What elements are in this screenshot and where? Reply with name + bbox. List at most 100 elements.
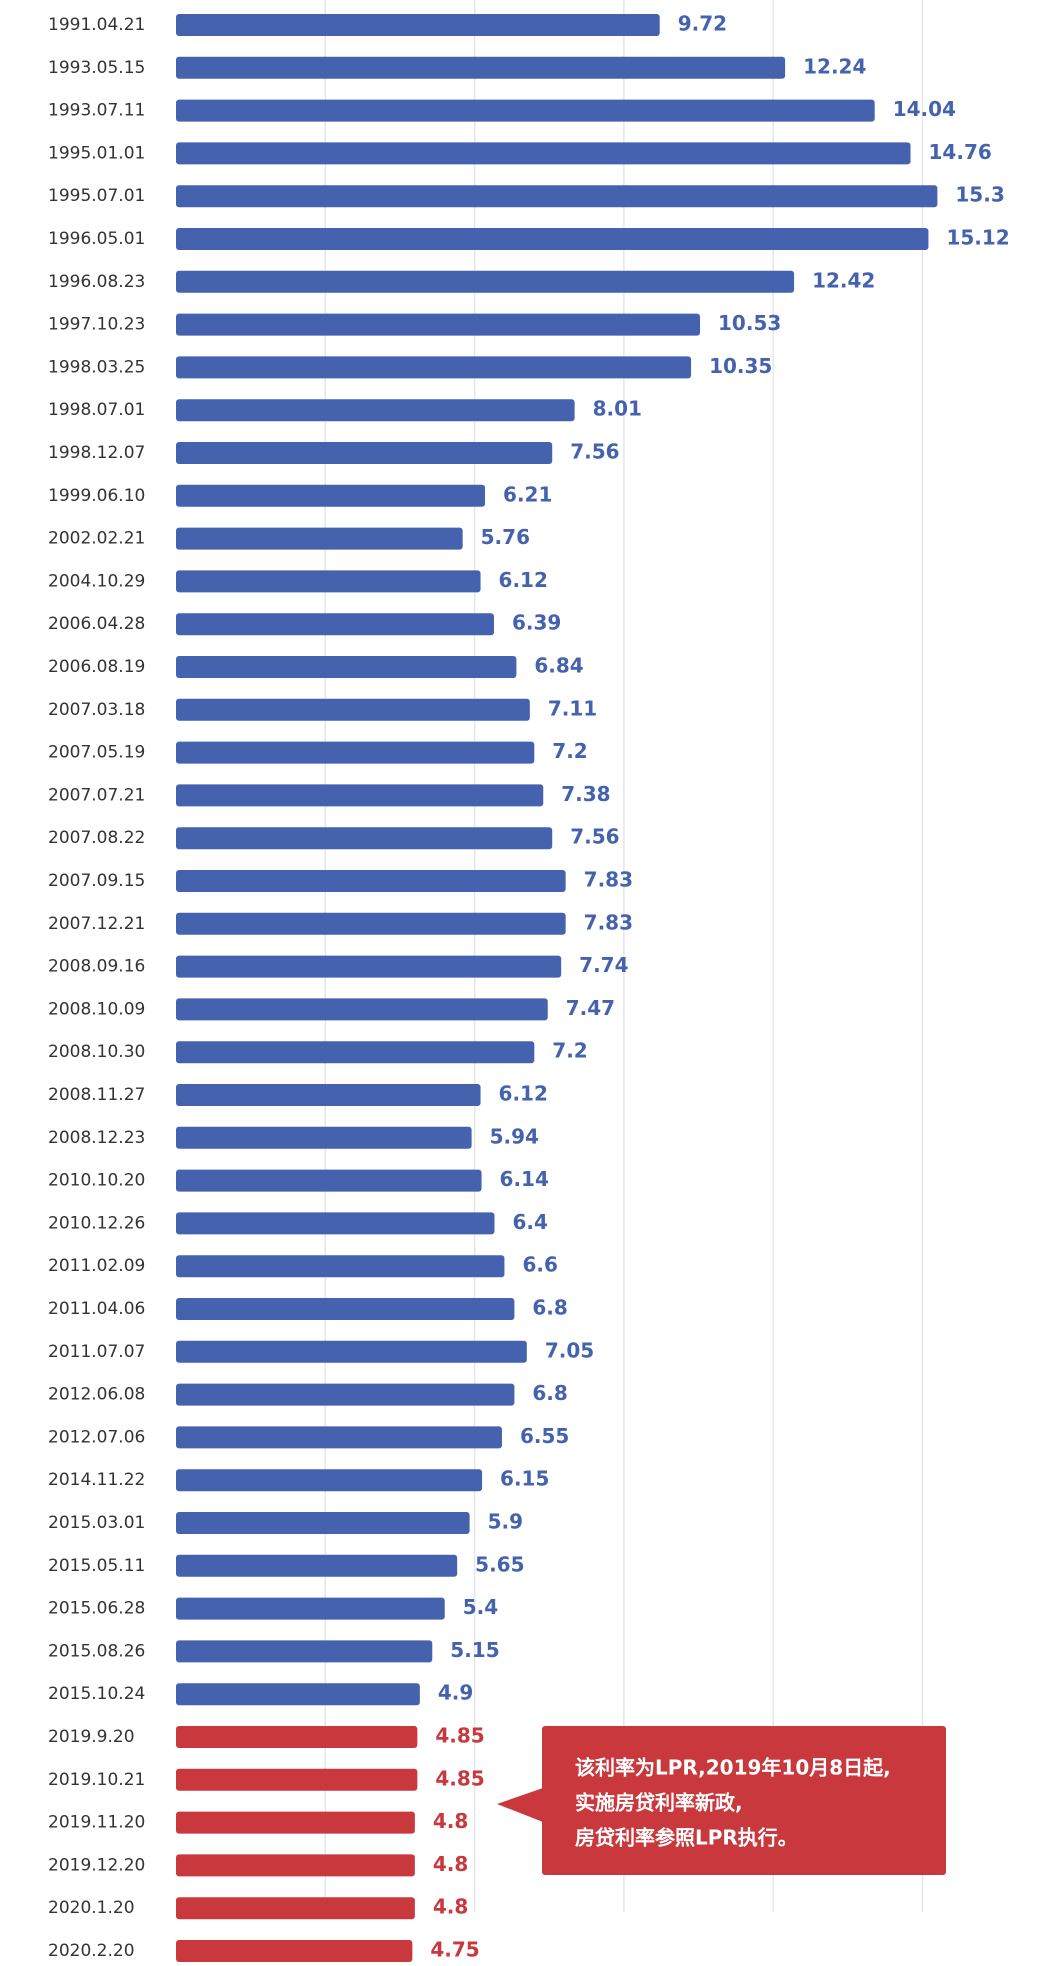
category-label: 1995.07.01 <box>48 186 145 206</box>
bar <box>176 1683 420 1706</box>
bar <box>176 270 795 293</box>
bar <box>176 442 553 464</box>
value-label: 6.39 <box>512 611 561 635</box>
value-label: 6.84 <box>534 654 583 678</box>
value-label: 6.15 <box>500 1467 549 1491</box>
category-label: 1995.01.01 <box>48 143 145 163</box>
value-label: 6.21 <box>503 482 552 506</box>
value-label: 6.8 <box>532 1296 567 1320</box>
category-label: 2020.1.20 <box>48 1898 135 1918</box>
value-label: 7.2 <box>552 739 587 763</box>
value-label: 6.14 <box>500 1167 549 1191</box>
bar <box>176 912 566 935</box>
value-label: 14.04 <box>893 97 956 121</box>
bar <box>176 1126 472 1149</box>
category-label: 2012.06.08 <box>48 1385 145 1405</box>
category-label: 2019.10.21 <box>48 1770 145 1790</box>
category-label: 1998.07.01 <box>48 400 145 420</box>
category-label: 1999.06.10 <box>48 486 145 506</box>
bar <box>176 1426 502 1449</box>
category-label: 2007.12.21 <box>48 914 145 934</box>
category-label: 2019.11.20 <box>48 1813 145 1833</box>
category-label: 2012.07.06 <box>48 1427 145 1447</box>
bar <box>176 1469 483 1492</box>
bar <box>176 527 463 550</box>
value-label: 8.01 <box>593 397 642 421</box>
value-label: 7.74 <box>579 953 628 977</box>
bar <box>176 1169 482 1192</box>
value-label: 5.15 <box>450 1638 499 1662</box>
value-label: 4.9 <box>438 1681 473 1705</box>
bar <box>176 1340 527 1363</box>
category-label: 1998.03.25 <box>48 357 145 377</box>
bar <box>176 698 530 721</box>
bar <box>176 56 786 79</box>
value-label: 6.6 <box>522 1253 557 1277</box>
bar <box>176 613 494 636</box>
bar <box>176 1255 505 1278</box>
bar <box>176 741 535 764</box>
category-label: 2019.9.20 <box>48 1727 135 1747</box>
category-label: 2011.07.07 <box>48 1342 145 1362</box>
category-label: 1996.08.23 <box>48 272 145 292</box>
bar <box>176 827 553 850</box>
value-label: 7.83 <box>584 910 633 934</box>
value-label: 4.85 <box>435 1766 484 1790</box>
category-label: 2006.04.28 <box>48 614 145 634</box>
value-label: 6.12 <box>499 568 548 592</box>
category-label: 2007.08.22 <box>48 828 145 848</box>
bar <box>176 998 548 1021</box>
category-label: 1993.05.15 <box>48 58 145 78</box>
value-label: 5.94 <box>490 1124 539 1148</box>
bar <box>176 1897 415 1920</box>
annotation-line: 该利率为LPR,2019年10月8日起, <box>575 1756 891 1780</box>
value-label: 15.3 <box>955 183 1004 207</box>
bar <box>176 1811 415 1834</box>
category-label: 2004.10.29 <box>48 571 145 591</box>
value-label: 10.53 <box>718 311 781 335</box>
category-label: 2006.08.19 <box>48 657 145 677</box>
value-label: 7.83 <box>584 868 633 892</box>
bar <box>176 14 660 36</box>
value-label: 6.8 <box>532 1381 567 1405</box>
bar <box>176 356 692 379</box>
category-label: 2015.08.26 <box>48 1641 145 1661</box>
annotation-line: 房贷利率参照LPR执行。 <box>575 1826 798 1850</box>
category-label: 1991.04.21 <box>48 15 145 35</box>
value-label: 4.8 <box>433 1809 468 1833</box>
bars: 1991.04.21 9.72 1993.05.15 12.24 1993.07.11 1… <box>48 12 1010 1962</box>
callout-box <box>542 1726 946 1875</box>
bar <box>176 1554 458 1577</box>
value-label: 9.72 <box>678 12 727 36</box>
value-label: 4.85 <box>435 1724 484 1748</box>
category-label: 1993.07.11 <box>48 101 145 121</box>
value-label: 6.55 <box>520 1424 569 1448</box>
value-label: 7.38 <box>561 782 610 806</box>
value-label: 5.4 <box>463 1595 498 1619</box>
value-label: 4.75 <box>430 1938 479 1962</box>
category-label: 2015.06.28 <box>48 1599 145 1619</box>
value-label: 5.76 <box>481 525 530 549</box>
bar <box>176 570 481 593</box>
bar <box>176 99 875 122</box>
bar <box>176 142 911 165</box>
bar <box>176 870 566 892</box>
category-label: 2007.09.15 <box>48 871 145 891</box>
category-label: 2011.02.09 <box>48 1256 145 1276</box>
bar <box>176 1084 481 1106</box>
bar <box>176 399 575 422</box>
value-label: 10.35 <box>709 354 772 378</box>
bar <box>176 1940 413 1962</box>
category-label: 1998.12.07 <box>48 443 145 463</box>
value-label: 5.65 <box>475 1552 524 1576</box>
bar <box>176 1383 515 1406</box>
bar <box>176 656 517 678</box>
callout-pointer <box>497 1788 543 1822</box>
bar <box>176 185 938 208</box>
category-label: 2019.12.20 <box>48 1855 145 1875</box>
bar <box>176 1726 418 1748</box>
value-label: 5.9 <box>488 1510 523 1534</box>
bar <box>176 1298 515 1320</box>
